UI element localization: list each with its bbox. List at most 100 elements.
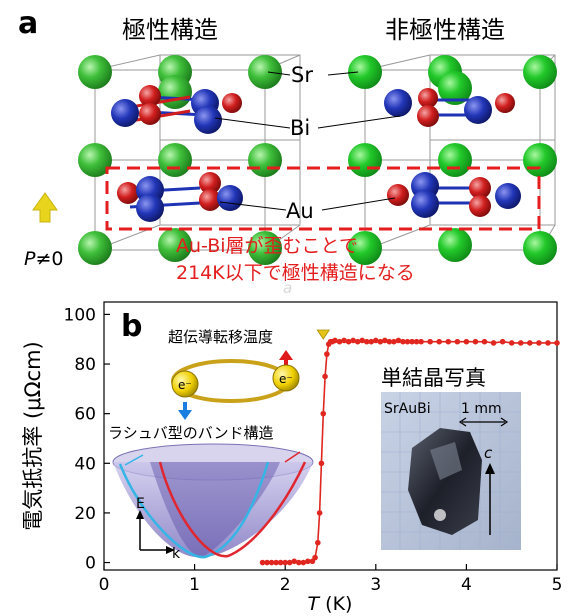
data-point [445,338,452,345]
data-point [386,338,393,345]
band-title: ラシュバ型のバンド構造 [108,424,273,442]
data-point [463,338,470,345]
atom-labels: Sr Bi Au [214,63,401,223]
panel-b-label: b [121,309,142,344]
data-point [554,340,560,346]
x-axis-label: T (K) [308,593,353,615]
y-tick-label: 40 [74,454,96,474]
y-axis-label: 電気抵抗率 (μΩcm) [21,341,45,530]
y-tick-label: 0 [85,554,96,574]
nonpolar-structure-title: 非極性構造 [385,16,505,44]
data-point [322,373,328,380]
data-point [312,554,318,561]
watermark: a [283,279,292,297]
data-point [291,558,298,565]
x-tick-label: 2 [280,575,291,595]
electron-right-label: e⁻ [279,372,293,386]
data-point [332,337,338,344]
x-tick-label: 1 [189,575,200,595]
data-point [300,559,307,566]
photo-scale-label: 1 mm [461,401,502,417]
data-point [536,340,542,346]
panel-a: a 極性構造 非極性構造 [18,6,557,297]
tc-marker [316,329,330,340]
momentum-axis-label: k [172,546,181,562]
data-point [354,338,361,345]
data-point [363,338,370,345]
data-point [508,340,515,346]
rashba-band-inset: ラシュバ型のバンド構造 E k [108,424,314,562]
sr-label: Sr [291,63,313,87]
data-point [382,337,388,344]
polar-structure-title: 極性構造 [122,16,218,44]
data-point [413,338,420,345]
panel-a-label: a [18,6,38,41]
data-point [395,337,402,344]
x-tick-label: 5 [552,575,563,595]
polar-bi-au-upper [111,85,242,134]
data-point [409,338,415,345]
crystal-photo-inset: 単結晶写真 SrAuBi 1 mm c [381,366,521,550]
data-point [324,351,330,357]
data-point [316,510,323,516]
data-point [517,340,524,346]
data-point [490,340,497,346]
data-point [377,338,384,345]
polarization-arrow [32,192,58,223]
annotation-line-2: 214K以下で極性構造になる [176,262,415,284]
photo-axis-label: c [484,444,493,462]
data-point [400,338,406,345]
data-point [286,559,293,566]
data-point [373,337,379,344]
x-tick-label: 0 [99,575,110,595]
data-point [404,338,411,345]
data-point [345,338,352,345]
energy-axis-label: E [136,496,145,512]
nonpolar-bi-au-upper [384,88,515,127]
polar-sr-atoms [78,55,282,265]
y-tick-label: 100 [64,305,96,325]
crystal [408,428,482,535]
data-point [391,338,397,345]
polar-bi-au-lower [117,172,243,222]
data-point [305,558,311,565]
data-point [341,337,347,344]
data-point [259,559,266,566]
data-point [545,340,551,346]
data-point [350,337,356,344]
nonpolar-bi-au-lower [387,172,521,218]
data-point [315,539,321,546]
bi-label: Bi [290,116,310,140]
data-point [368,338,375,345]
resistivity-series [259,337,560,566]
data-point [418,338,424,345]
tc-label: 超伝導転移温度 [168,328,273,346]
annotation-line-1: Au-Bi層が歪むことで [176,235,358,257]
cooper-pair-inset: e⁻ e⁻ [171,350,300,420]
electron-right [272,364,300,392]
nonpolar-sr-atoms [348,55,557,265]
axis-ticks: 0 1 2 3 4 5 0 20 40 60 80 100 [64,305,563,595]
data-point [454,338,461,345]
x-tick-label: 4 [461,575,472,595]
plot-frame [103,301,558,571]
data-point [268,559,275,566]
data-point [472,338,479,345]
y-tick-label: 60 [74,405,96,425]
distorted-layer-box [105,166,541,231]
data-point [295,559,302,566]
photo-sample-label: SrAuBi [384,401,431,417]
data-point [320,410,327,417]
data-point [282,559,289,566]
polarization-label: P≠0 [24,248,63,270]
x-tick-label: 3 [370,575,381,595]
data-point [481,338,488,345]
data-point [273,559,279,566]
data-point [277,559,284,566]
data-point [264,559,270,566]
data-point [436,338,443,345]
au-label: Au [286,199,314,223]
electron-left-label: e⁻ [178,378,192,392]
